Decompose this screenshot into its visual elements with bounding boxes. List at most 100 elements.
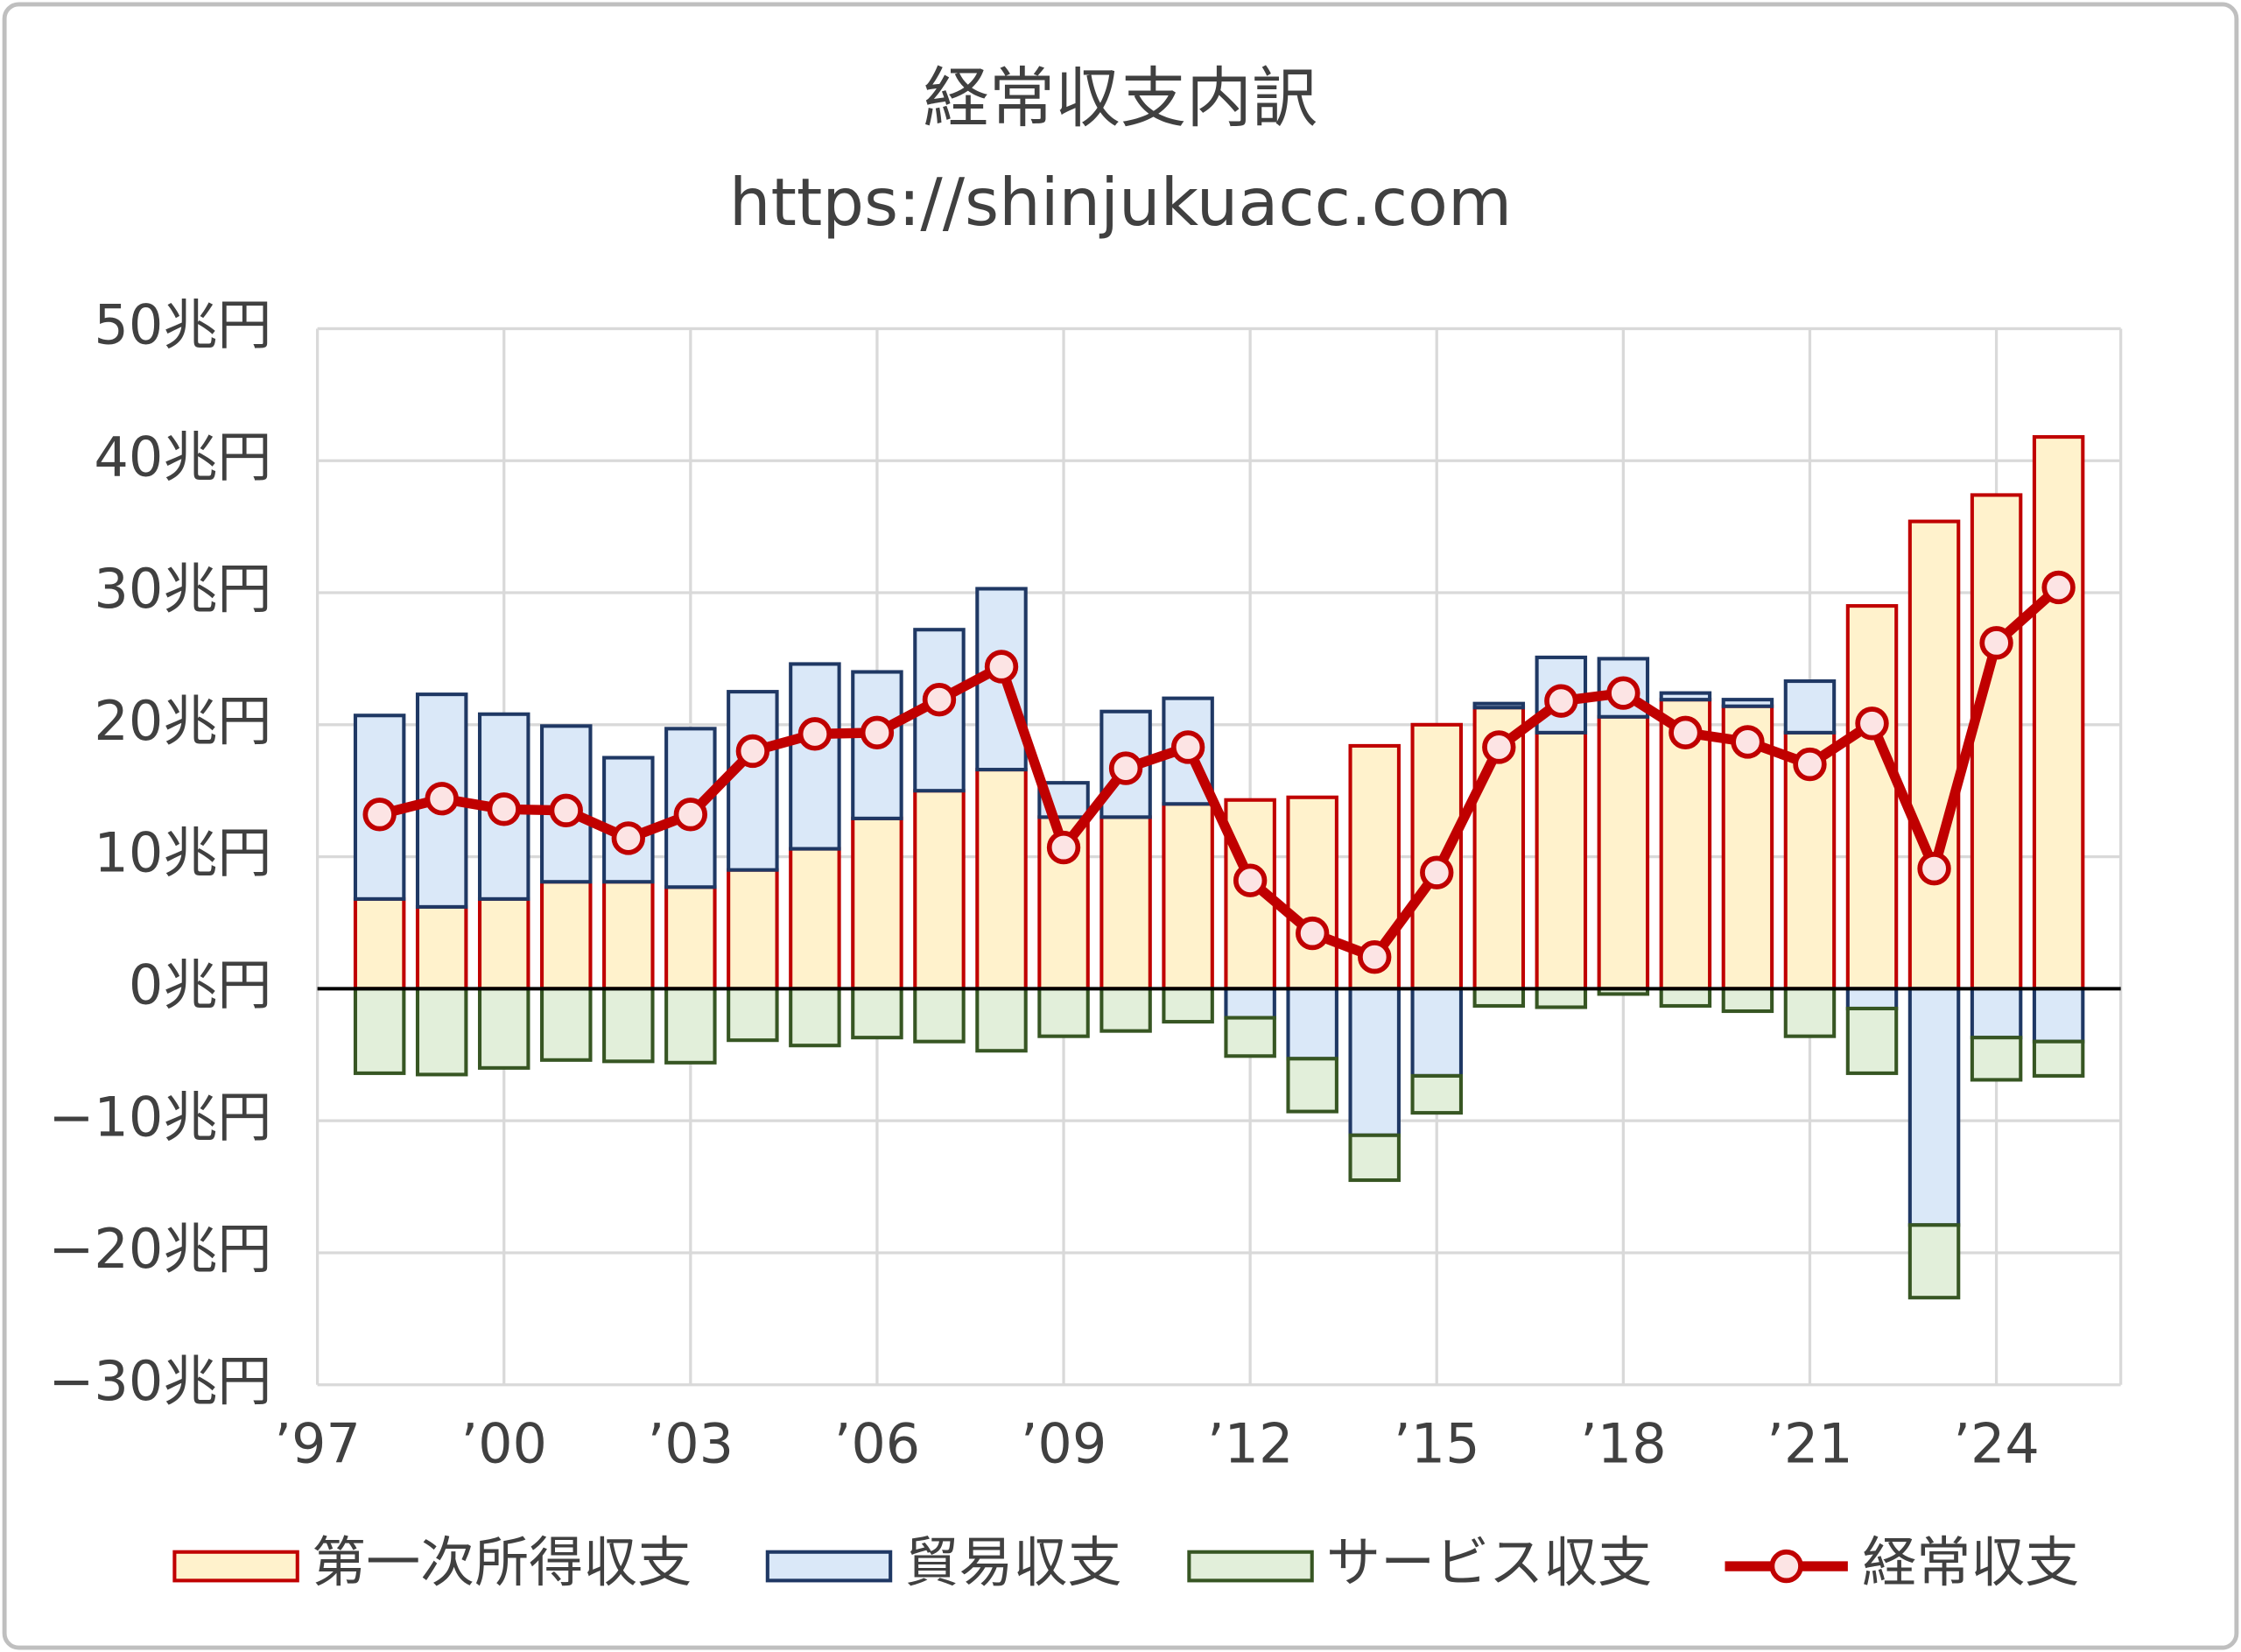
bar [1721, 698, 1774, 708]
bar [1907, 519, 1961, 991]
y-tick-label: −30兆円 [48, 1349, 271, 1413]
bar [540, 880, 593, 991]
line-marker [735, 734, 770, 769]
bar [1535, 730, 1588, 991]
bar [1472, 701, 1526, 710]
bar [353, 896, 406, 991]
line-marker [1668, 715, 1703, 750]
x-tick-label: ’21 [1767, 1412, 1853, 1476]
bar [1224, 1016, 1276, 1058]
line-marker [984, 650, 1019, 684]
line-marker [1917, 851, 1951, 886]
bar [975, 587, 1028, 772]
bar [1659, 987, 1712, 1009]
bar [1970, 987, 2023, 1040]
bar [913, 987, 966, 1044]
bar [1783, 987, 1837, 1038]
bar [1597, 714, 1650, 991]
x-tick-label: ’18 [1580, 1412, 1667, 1476]
y-tick-label: 10兆円 [94, 821, 271, 885]
bar [1162, 802, 1214, 991]
legend-swatch [172, 1550, 299, 1583]
bar [1286, 1057, 1338, 1114]
bar [540, 987, 593, 1062]
bar [1472, 987, 1526, 1009]
line-marker [1979, 626, 2013, 660]
line-marker [860, 715, 895, 750]
legend-swatch [1187, 1550, 1314, 1583]
legend-swatch [765, 1550, 893, 1583]
bar [353, 987, 406, 1075]
y-tick-label: 20兆円 [94, 689, 271, 753]
line [378, 583, 2062, 962]
x-tick-label: ’12 [1207, 1412, 1294, 1476]
bar [1721, 704, 1774, 991]
bar [1286, 795, 1338, 991]
line-marker [797, 717, 832, 751]
bar [975, 768, 1028, 991]
bar [664, 987, 717, 1065]
bar [727, 868, 779, 991]
legend-label: 貿易収支 [905, 1530, 1122, 1594]
x-tick-label: ’24 [1953, 1412, 2040, 1476]
bar [1099, 987, 1152, 1033]
y-tick-label: 40兆円 [94, 425, 271, 489]
x-tick-label: ’03 [648, 1412, 734, 1476]
line-marker [362, 798, 397, 832]
chart-title: 経常収支内訳 [924, 60, 1317, 137]
line-marker [1233, 863, 1268, 897]
line-marker [1358, 940, 1392, 974]
x-tick-label: ’09 [1021, 1412, 1107, 1476]
line-marker [1793, 747, 1827, 782]
bar [1286, 987, 1338, 1061]
bar [727, 987, 779, 1043]
bar [1783, 679, 1837, 735]
line-marker [487, 792, 521, 826]
bar [1348, 1133, 1401, 1183]
bar [602, 987, 655, 1064]
line-marker [1046, 830, 1081, 865]
y-tick-label: 0兆円 [129, 953, 272, 1016]
bar [2032, 1039, 2085, 1078]
bar [415, 904, 468, 991]
line-marker [611, 821, 645, 855]
line-marker [673, 798, 708, 832]
bar [727, 690, 779, 872]
legend-label: 第一次所得収支 [312, 1530, 692, 1594]
bar [1410, 1073, 1464, 1115]
bar [1721, 987, 1774, 1014]
line-marker [549, 793, 583, 827]
bar [1659, 691, 1712, 702]
bar [913, 789, 966, 991]
line-marker [425, 782, 459, 816]
bar [851, 987, 903, 1040]
bar [1410, 987, 1464, 1078]
bar [1970, 1036, 2023, 1082]
bar [477, 896, 530, 991]
bar [1348, 987, 1401, 1137]
bar [477, 987, 530, 1070]
bar [1162, 987, 1214, 1024]
bar [2032, 435, 2085, 991]
bar [789, 987, 841, 1048]
chart-subtitle: https://shinjukuacc.com [729, 164, 1512, 241]
line-marker [1731, 725, 1765, 759]
line-marker [1855, 706, 1889, 741]
bar [2032, 987, 2085, 1044]
x-tick-label: ’15 [1394, 1412, 1480, 1476]
line-marker [1108, 751, 1143, 785]
bar [789, 662, 841, 851]
bar [1845, 987, 1899, 1011]
legend-label: サービス収支 [1326, 1530, 1652, 1594]
bar [602, 756, 655, 884]
y-tick-label: 30兆円 [94, 557, 271, 621]
bar [1037, 987, 1090, 1038]
y-tick-label: −20兆円 [48, 1217, 271, 1281]
bar [1907, 1223, 1961, 1300]
y-tick-label: −10兆円 [48, 1085, 271, 1149]
line-marker [1170, 730, 1205, 764]
x-tick-label: ’00 [460, 1412, 547, 1476]
x-tick-label: ’97 [274, 1412, 361, 1476]
bar [664, 885, 717, 991]
